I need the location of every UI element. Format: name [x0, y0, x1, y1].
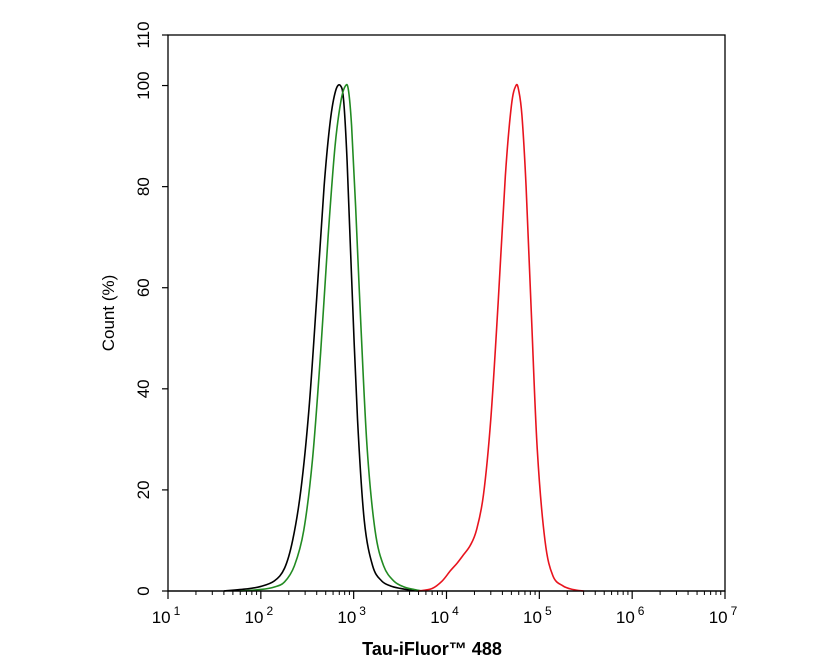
y-tick-label: 0 [134, 586, 153, 595]
y-axis: 0 20 40 60 80 100 110 [134, 21, 168, 596]
x-tick-base: 10 [337, 608, 356, 627]
x-tick-base: 10 [430, 608, 449, 627]
y-tick-label: 40 [134, 379, 153, 398]
x-tick-exponent: 5 [545, 604, 552, 618]
plot-frame [167, 34, 726, 592]
x-tick-exponent: 4 [452, 604, 459, 618]
x-tick-label: 10 4 [430, 604, 459, 627]
x-axis: 10 1 10 2 10 3 10 4 10 5 10 6 10 7 [152, 591, 738, 627]
y-tick-label: 80 [134, 177, 153, 196]
red-series-line [418, 83, 584, 592]
y-tick-label: 110 [134, 21, 153, 48]
x-tick-label: 10 3 [337, 604, 366, 627]
x-tick-exponent: 7 [731, 604, 738, 618]
x-tick-base: 10 [523, 608, 542, 627]
y-tick-label: 20 [134, 480, 153, 499]
x-tick-label: 10 2 [245, 604, 274, 627]
series-layer [168, 83, 725, 592]
black-series-line [223, 83, 419, 592]
x-tick-exponent: 1 [174, 604, 181, 618]
y-tick-label: 60 [134, 278, 153, 297]
green-series-line [240, 83, 423, 592]
x-tick-exponent: 3 [359, 604, 366, 618]
x-tick-label: 10 6 [616, 604, 645, 627]
y-tick-label: 100 [134, 71, 153, 99]
x-tick-label: 10 5 [523, 604, 552, 627]
x-tick-base: 10 [245, 608, 264, 627]
x-tick-exponent: 6 [638, 604, 645, 618]
y-axis-title: Count (%) [99, 275, 118, 352]
x-axis-title: Tau-iFluor™ 488 [362, 639, 502, 659]
x-tick-base: 10 [152, 608, 171, 627]
x-tick-label: 10 1 [152, 604, 181, 627]
x-tick-label: 10 7 [709, 604, 738, 627]
x-tick-base: 10 [616, 608, 635, 627]
x-tick-exponent: 2 [266, 604, 273, 618]
x-tick-base: 10 [709, 608, 728, 627]
